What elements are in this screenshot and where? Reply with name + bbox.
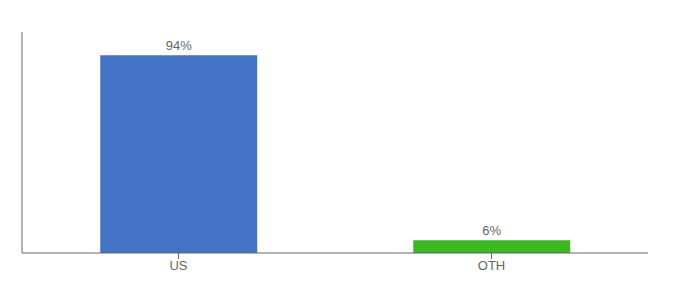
svg-text:94%: 94% [166, 38, 192, 53]
svg-text:OTH: OTH [478, 258, 505, 273]
svg-text:6%: 6% [482, 223, 501, 238]
svg-text:US: US [169, 258, 187, 273]
